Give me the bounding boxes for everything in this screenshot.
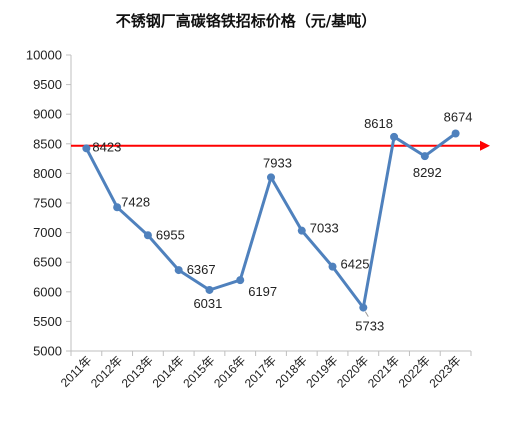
data-label: 6425: [341, 257, 370, 272]
y-tick-label: 5500: [33, 314, 62, 329]
y-tick-label: 6000: [33, 284, 62, 299]
data-label: 8292: [413, 165, 442, 180]
data-label: 7033: [310, 221, 339, 236]
x-tick-label: 2020年: [334, 353, 371, 390]
x-tick-label: 2022年: [396, 353, 433, 390]
data-label: 8423: [92, 139, 121, 154]
data-point: [420, 152, 429, 161]
series-layer: [82, 129, 460, 312]
y-tick-label: 8500: [33, 136, 62, 151]
y-tick-label: 9000: [33, 107, 62, 122]
data-label: 8674: [444, 109, 473, 124]
data-labels: 8423 7428 6955 6367 6031 6197 7933 7033 6425 5733…: [92, 109, 472, 333]
x-tick-label: 2018年: [273, 353, 310, 390]
data-label-leader: [364, 311, 369, 317]
data-label: 8618: [364, 116, 393, 131]
y-tick-label: 6500: [33, 255, 62, 270]
reference-line-layer: [71, 140, 490, 151]
y-tick-label: 5000: [33, 344, 62, 359]
y-tick-label: 9500: [33, 77, 62, 92]
data-point: [451, 129, 460, 138]
data-point: [236, 276, 245, 285]
x-tick-label: 2019年: [303, 353, 340, 390]
x-tick-label: 2017年: [242, 353, 279, 390]
x-tick-label: 2014年: [150, 353, 187, 390]
y-tick-label: 7500: [33, 196, 62, 211]
x-tick-label: 2012年: [88, 353, 125, 390]
data-label: 7933: [263, 155, 292, 170]
x-tick-label: 2021年: [365, 353, 402, 390]
reference-arrow: [480, 140, 490, 151]
data-label: 6031: [193, 296, 222, 311]
data-point: [82, 144, 91, 153]
x-axis: 2011年2012年2013年2014年2015年2016年2017年2018年…: [58, 350, 472, 390]
y-tick-label: 10000: [26, 48, 62, 63]
data-label: 7428: [121, 194, 150, 209]
data-point: [328, 262, 337, 271]
x-tick-label: 2015年: [180, 353, 217, 390]
data-label: 6955: [156, 227, 185, 242]
y-axis: 5000 5500 6000 6500 7000 7500 8000 8500 9000 9500…: [26, 48, 72, 359]
data-label: 6197: [248, 284, 277, 299]
data-label: 5733: [355, 319, 384, 334]
data-point: [297, 226, 306, 235]
data-point: [205, 285, 214, 294]
x-tick-label: 2013年: [119, 353, 156, 390]
data-point: [390, 132, 399, 141]
x-tick-label: 2016年: [211, 353, 248, 390]
x-tick-label: 2011年: [58, 353, 95, 390]
y-tick-label: 7000: [33, 225, 62, 240]
data-point: [174, 266, 183, 275]
data-point: [143, 231, 152, 240]
chart-title: 不锈钢厂高碳铬铁招标价格（元/基吨）: [116, 12, 376, 30]
data-point: [359, 303, 368, 312]
data-point: [267, 173, 275, 182]
x-tick-label: 2023年: [426, 353, 463, 390]
y-tick-label: 8000: [33, 166, 62, 181]
data-point: [113, 203, 122, 212]
data-label: 6367: [187, 262, 216, 277]
